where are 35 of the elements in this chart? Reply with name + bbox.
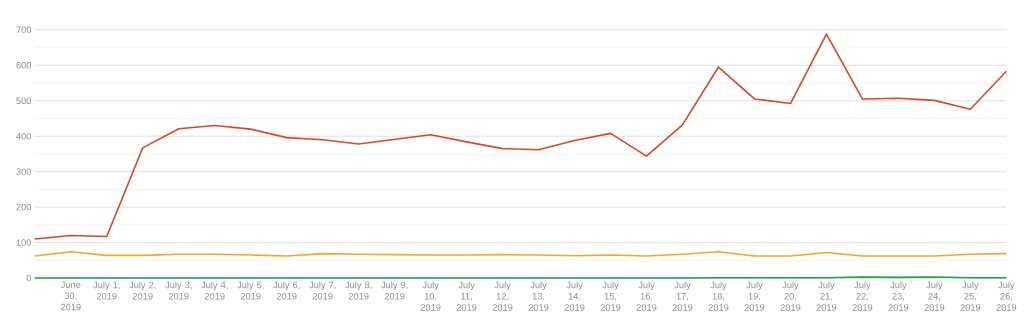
x-tick-label: July 3, 2019 <box>165 281 192 300</box>
x-tick-label: July 8, 2019 <box>345 281 372 300</box>
x-tick-label: July 4, 2019 <box>201 281 228 300</box>
x-tick-label: July 22, 2019 <box>852 281 873 311</box>
y-tick-label: 300 <box>16 168 32 176</box>
y-tick-label: 600 <box>16 62 32 69</box>
x-tick-label: July 2, 2019 <box>129 281 156 300</box>
x-tick-label: July 20, 2019 <box>780 281 801 311</box>
y-tick-label: 500 <box>16 97 32 105</box>
x-tick-label: June 30, 2019 <box>60 281 81 311</box>
x-tick-label: July 13, 2019 <box>528 281 549 311</box>
x-tick-label: July 24, 2019 <box>924 281 945 311</box>
x-tick-label: July 5, 2019 <box>237 281 264 300</box>
x-tick-label: July 1, 2019 <box>93 281 120 300</box>
x-tick-label: July 10, 2019 <box>420 281 441 311</box>
x-tick-label: July 18, 2019 <box>708 281 729 311</box>
x-tick-label: July 7, 2019 <box>309 281 336 300</box>
x-tick-label: July 11, 2019 <box>456 281 477 311</box>
x-tick-label: July 15, 2019 <box>600 281 621 311</box>
y-tick-label: 400 <box>16 133 32 140</box>
x-tick-label: July 21, 2019 <box>816 281 837 311</box>
x-tick-label: July 6, 2019 <box>273 281 300 300</box>
x-tick-label: July 17, 2019 <box>672 281 693 311</box>
x-tick-label: July 23, 2019 <box>888 281 909 311</box>
x-tick-label: July 25, 2019 <box>960 281 981 311</box>
x-tick-label: July 9, 2019 <box>381 281 408 300</box>
x-tick-label: July 14, 2019 <box>564 281 585 311</box>
x-tick-label: July 16, 2019 <box>636 281 657 311</box>
x-tick-label: July 12, 2019 <box>492 281 513 311</box>
y-tick-label: 100 <box>16 239 32 247</box>
y-tick-label: 700 <box>16 26 32 34</box>
x-tick-label: July 19, 2019 <box>744 281 765 311</box>
x-tick-label: July 26, 2019 <box>996 281 1017 311</box>
y-tick-label: 200 <box>16 204 32 211</box>
y-tick-label: 0 <box>26 274 32 282</box>
